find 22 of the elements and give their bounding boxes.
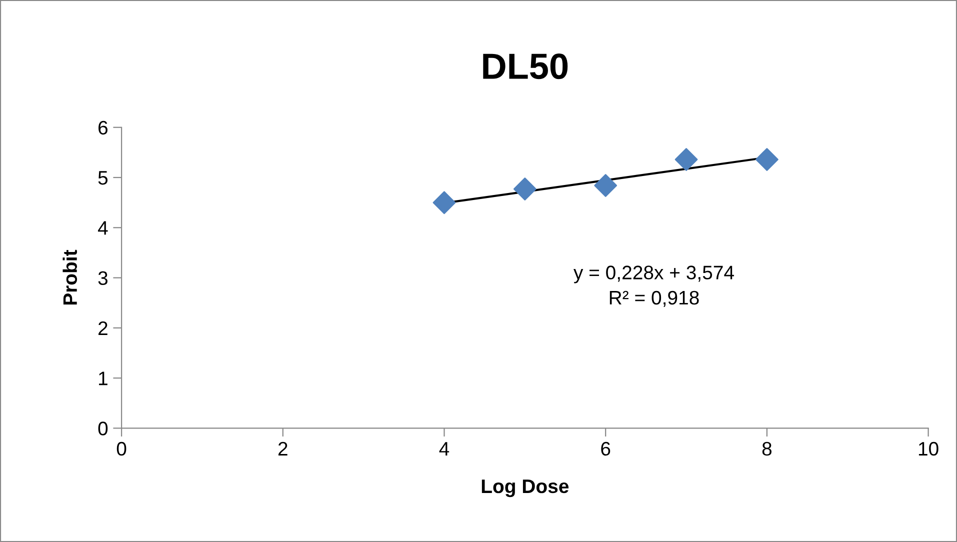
x-tick-label: 10 [918,442,938,456]
annotation: y = 0,228x + 3,574 R² = 0,918 [574,266,734,307]
point [674,148,698,171]
y-tick-label: 6 [98,120,108,135]
x-tick-label: 8 [762,442,772,456]
chart-title: DL50 [483,54,568,80]
y-tick-label: 3 [98,271,108,286]
y-tick-label: 0 [98,422,108,436]
x-tick-label: 4 [439,442,450,456]
y-tick-label: 4 [98,221,108,235]
y-tick-label: 2 [98,321,108,335]
y-tick-label: 5 [98,171,108,185]
point [513,178,536,200]
x-tick-label: 0 [116,442,126,456]
point [432,191,456,214]
point [594,174,618,197]
x-axis-title: Log Dose [482,480,569,498]
x-tick-label: 6 [601,442,610,456]
y-axis-title: Probit [62,250,78,305]
y-tick-label: 1 [99,372,108,386]
x-tick-label: 2 [278,442,288,456]
point [755,148,778,171]
